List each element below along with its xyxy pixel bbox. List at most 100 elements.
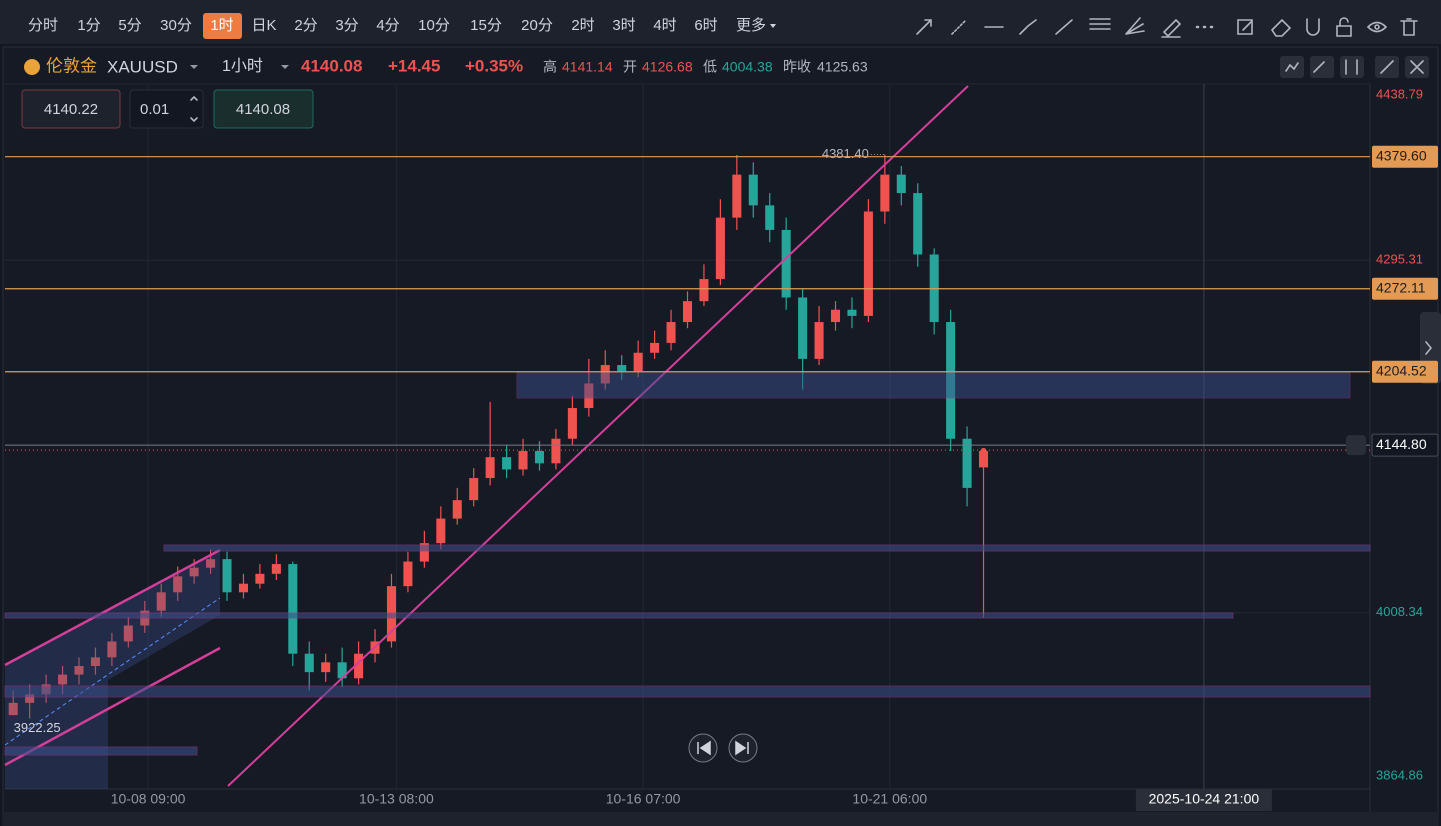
segment-tool[interactable]	[1019, 19, 1037, 35]
timeframe[interactable]: 1时	[210, 17, 233, 34]
timeframe[interactable]: 4时	[653, 17, 676, 34]
prev-label: 昨收	[783, 59, 811, 75]
timeframe[interactable]: 2分	[294, 17, 317, 34]
qty-input[interactable]	[129, 89, 204, 129]
timeframe[interactable]: 10分	[418, 17, 450, 34]
candle-body	[25, 694, 35, 703]
candle-body	[452, 500, 462, 519]
candle-body	[403, 561, 413, 587]
x-tick-label: 10-21 06:00	[852, 791, 927, 807]
channel-upper	[4, 548, 221, 667]
timeframe[interactable]: 日K	[251, 17, 276, 34]
timeframe[interactable]: 5分	[118, 17, 141, 34]
candle-body	[979, 450, 989, 468]
timeframe[interactable]: 4分	[376, 17, 399, 34]
trend-line	[227, 85, 969, 787]
candle-body	[551, 438, 561, 464]
replay-controls	[688, 733, 758, 763]
price-level-label: 4204.52	[1376, 362, 1427, 378]
y-tick-label: 3864.86	[1376, 767, 1423, 782]
price-level-label: 4379.60	[1376, 147, 1427, 163]
timeframe[interactable]: 1分	[77, 17, 100, 34]
symbol-name: 伦敦金	[46, 56, 97, 75]
last-dot	[980, 447, 987, 454]
price-level-label: 4272.11	[1376, 279, 1426, 295]
channel-lower	[4, 646, 221, 767]
candle-body	[502, 457, 512, 470]
more-arrow	[770, 24, 776, 28]
lock-tool[interactable]	[1336, 17, 1352, 37]
high-value: 4141.14	[562, 59, 613, 75]
brush-tool[interactable]	[1161, 18, 1182, 38]
candle-body	[567, 408, 577, 439]
open-label: 开	[623, 59, 637, 75]
candle-body	[321, 662, 331, 673]
timeframe[interactable]: 30分	[160, 17, 192, 34]
fib-tool[interactable]	[1089, 18, 1111, 30]
fan-tool[interactable]	[1125, 17, 1145, 35]
alert-tag	[1371, 433, 1439, 457]
candle-body	[732, 174, 742, 218]
candle-body	[666, 322, 676, 343]
dropdown-arrow	[190, 65, 198, 69]
timeframe[interactable]: 2时	[571, 17, 594, 34]
candle-body	[206, 559, 216, 568]
x-tick-label: 10-13 08:00	[359, 791, 434, 807]
timeframe[interactable]: 3时	[612, 17, 635, 34]
candle-body	[650, 342, 660, 353]
ray-tool[interactable]	[951, 19, 967, 35]
zone	[4, 746, 198, 756]
qty-stepper[interactable]	[190, 95, 198, 123]
prev-value: 4125.63	[817, 59, 868, 75]
x-tick-label: 10-08 09:00	[111, 791, 186, 807]
high-label: 高	[543, 59, 557, 75]
y-tick-label: 4295.31	[1376, 252, 1423, 267]
candle-body	[74, 665, 84, 675]
price-level-tag	[1372, 145, 1438, 168]
interval[interactable]: 1小时	[222, 57, 263, 75]
low-value: 4004.38	[722, 59, 773, 75]
eraser-tool[interactable]	[1270, 18, 1292, 37]
price-level-tag	[1372, 360, 1438, 383]
edit-tool[interactable]	[1237, 19, 1253, 35]
zone	[163, 544, 1371, 552]
alert-label: 4144.80	[1376, 436, 1427, 452]
timeframe[interactable]: 20分	[521, 17, 553, 34]
magnet-tool[interactable]	[1306, 18, 1320, 36]
price-level-tag	[1372, 277, 1438, 300]
overlay: 4381.40 3922.25	[5, 146, 1370, 735]
candle-body	[304, 653, 314, 673]
more-menu[interactable]: 更多	[736, 17, 766, 34]
arrow-tool[interactable]	[916, 19, 932, 35]
active-timeframe	[203, 13, 242, 39]
timeframe[interactable]: 15分	[470, 17, 502, 34]
candle-body	[617, 365, 627, 372]
delete-tool[interactable]	[1400, 18, 1418, 36]
chart-panel	[2, 46, 1439, 826]
side-arrow	[1425, 341, 1433, 355]
timeframe-group: 分时 1分 5分 30分 1时 日K 2分 3分 4分 10分 15分 20分 2时 3时 4时 6时 更多	[28, 17, 776, 34]
sell-button[interactable]	[21, 89, 121, 129]
timeframe[interactable]: 3分	[335, 17, 358, 34]
candle-body	[814, 322, 824, 359]
edit-button[interactable]	[1310, 56, 1334, 78]
style-button[interactable]	[1340, 56, 1364, 78]
trend-tool[interactable]	[1055, 19, 1073, 35]
candle-body	[419, 543, 429, 562]
timeframe[interactable]: 分时	[28, 17, 58, 34]
timeframe[interactable]: 6时	[694, 17, 717, 34]
candle-body	[715, 217, 725, 280]
symbol-code[interactable]: XAUUSD	[107, 57, 178, 76]
candle-body	[123, 625, 133, 642]
candle-body	[436, 518, 446, 544]
candle-body	[173, 576, 183, 593]
candle-body	[8, 702, 18, 716]
drawing-tools	[916, 17, 1418, 38]
candle-body	[962, 438, 972, 488]
crosshair-label-box	[1135, 789, 1272, 811]
crosshair-label: 2025-10-24 21:00	[1149, 791, 1260, 807]
visibility-tool[interactable]	[1366, 21, 1388, 33]
candle-body	[633, 352, 643, 372]
qty: 0.01	[140, 101, 169, 118]
buy-button[interactable]	[213, 89, 314, 129]
